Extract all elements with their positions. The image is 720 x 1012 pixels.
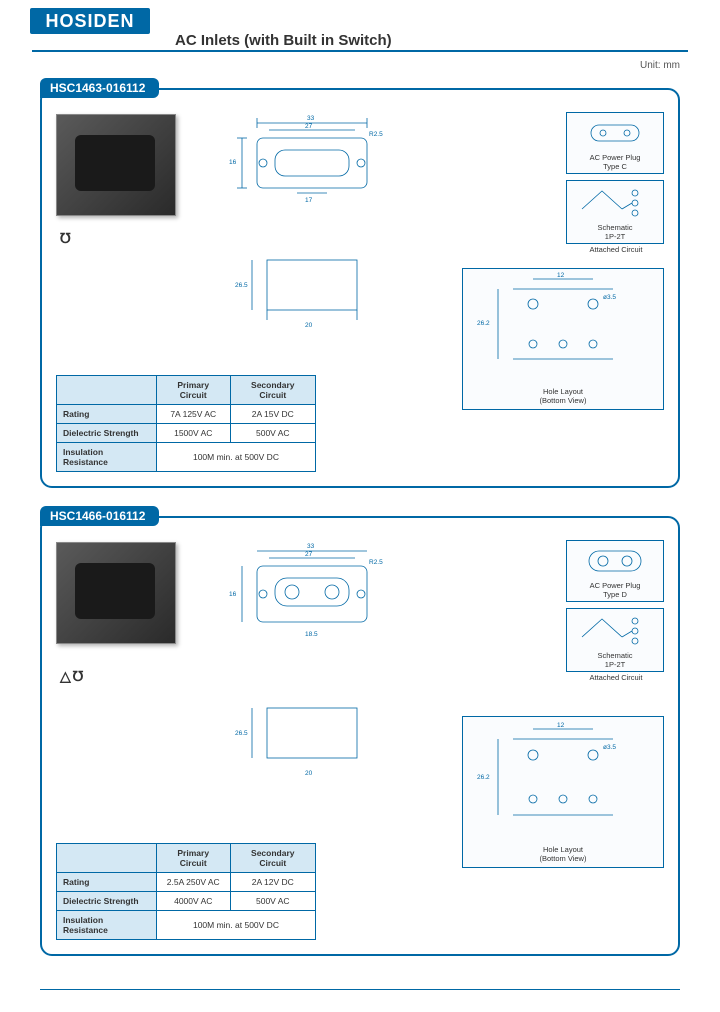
footer-line (40, 989, 680, 990)
attached-label: Attached Circuit (568, 245, 664, 254)
svg-text:33: 33 (307, 543, 315, 550)
product-photo (56, 114, 176, 216)
spec-table: Primary CircuitSecondary Circuit Rating7… (56, 375, 316, 472)
plug-type-box: AC Power Plug Type C (566, 112, 664, 174)
svg-text:18.5: 18.5 (305, 631, 318, 638)
svg-text:26.5: 26.5 (235, 282, 248, 289)
svg-text:ø3.5: ø3.5 (603, 744, 616, 751)
schematic-box: Schematic 1P-2T (566, 608, 664, 672)
svg-text:17: 17 (305, 197, 313, 204)
page-title: AC Inlets (with Built in Switch) (175, 32, 392, 49)
part-code: HSC1466-016112 (40, 506, 159, 526)
svg-text:R2.5: R2.5 (369, 131, 383, 138)
part-section-2: HSC1466-016112 △ ℧ 33 27 16 18.5 R2.5 26… (40, 516, 680, 956)
svg-text:27: 27 (305, 123, 313, 130)
attached-label: Attached Circuit (568, 673, 664, 682)
brand-logo: HOSIDEN (30, 8, 150, 34)
cert-mark: △ ℧ (60, 668, 82, 685)
front-drawing: 33 27 16 18.5 R2.5 (227, 536, 397, 666)
svg-text:ø3.5: ø3.5 (603, 294, 616, 301)
svg-text:12: 12 (557, 272, 565, 279)
divider (32, 50, 688, 52)
hole-layout-box: 12 26.2 ø3.5 Hole Layout (Bottom View) (462, 716, 664, 868)
svg-text:27: 27 (305, 551, 313, 558)
hole-layout-box: 12 26.2 ø3.5 Hole Layout (Bottom View) (462, 268, 664, 410)
datasheet-page: HOSIDEN AC Inlets (with Built in Switch)… (0, 0, 720, 1012)
cert-mark: ℧ (60, 230, 70, 247)
product-photo (56, 542, 176, 644)
svg-text:26.5: 26.5 (235, 730, 248, 737)
svg-text:R2.5: R2.5 (369, 559, 383, 566)
side-drawing: 26.5 20 (227, 245, 397, 335)
svg-text:26.2: 26.2 (477, 320, 490, 327)
svg-text:33: 33 (307, 115, 315, 122)
part-section-1: HSC1463-016112 ℧ 33 27 16 17 R2.5 26.5 2… (40, 88, 680, 488)
svg-text:12: 12 (557, 722, 565, 729)
schematic-box: Schematic 1P-2T (566, 180, 664, 244)
side-drawing: 26.5 20 (227, 693, 397, 783)
svg-text:16: 16 (229, 591, 237, 598)
part-code: HSC1463-016112 (40, 78, 159, 98)
unit-label: Unit: mm (640, 60, 680, 71)
spec-table: Primary CircuitSecondary Circuit Rating2… (56, 843, 316, 940)
svg-text:20: 20 (305, 322, 313, 329)
front-drawing: 33 27 16 17 R2.5 (227, 108, 397, 228)
svg-text:20: 20 (305, 770, 313, 777)
svg-text:16: 16 (229, 159, 237, 166)
plug-type-box: AC Power Plug Type D (566, 540, 664, 602)
svg-text:26.2: 26.2 (477, 774, 490, 781)
